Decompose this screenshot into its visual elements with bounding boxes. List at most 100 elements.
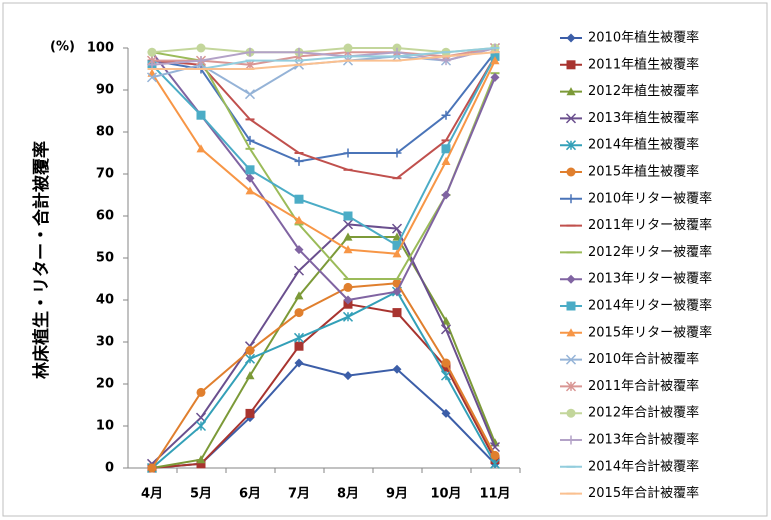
legend-label: 2011年リター被覆率 [588, 217, 712, 233]
legend-label: 2012年合計被覆率 [588, 405, 699, 421]
legend-label: 2011年合計被覆率 [588, 378, 699, 394]
point [392, 249, 402, 258]
point [343, 295, 353, 305]
legend-marker [565, 140, 577, 151]
point [196, 56, 206, 66]
legend-marker [566, 274, 576, 284]
legend-label: 2010年植生被覆率 [588, 30, 699, 46]
legend-entry: 2010年植生被覆率 [560, 30, 699, 46]
point [245, 173, 255, 183]
legend-label: 2012年植生被覆率 [588, 83, 699, 99]
y-tick-label: 50 [96, 251, 114, 266]
legend-marker [566, 408, 576, 418]
legend-entry: 2011年リター被覆率 [560, 217, 712, 233]
point [245, 371, 255, 380]
point [343, 211, 353, 221]
point [441, 110, 451, 120]
legend-entry: 2013年植生被覆率 [560, 110, 699, 126]
point [245, 345, 255, 355]
point [440, 370, 452, 381]
legend-marker [566, 328, 576, 337]
point [294, 308, 304, 318]
legend-label: 2014年合計被覆率 [588, 458, 699, 474]
y-tick-label: 60 [96, 209, 114, 224]
point [196, 43, 206, 53]
y-unit-label: (%) [50, 40, 75, 55]
point [392, 364, 402, 374]
legend-entry: 2013年リター被覆率 [560, 271, 712, 287]
point [342, 219, 354, 230]
point [294, 47, 304, 57]
point [392, 148, 402, 158]
legend-label: 2014年リター被覆率 [588, 298, 712, 314]
point [294, 215, 304, 224]
series-line [151, 46, 496, 54]
point [294, 194, 304, 204]
y-tick-label: 0 [105, 461, 114, 476]
legend-entry: 2014年リター被覆率 [560, 298, 712, 314]
legend-label: 2010年リター被覆率 [588, 190, 712, 206]
legend-label: 2013年合計被覆率 [588, 432, 699, 448]
series-line [151, 236, 496, 469]
legend-entry: 2013年合計被覆率 [560, 432, 699, 448]
x-tick-label: 8月 [337, 487, 359, 502]
point [489, 458, 501, 469]
x-tick-label: 10月 [430, 487, 461, 502]
series-line [152, 51, 496, 70]
legend-label: 2015年植生被覆率 [588, 164, 699, 180]
legend-entry: 2012年リター被覆率 [560, 244, 712, 260]
point [391, 223, 403, 234]
point [245, 47, 255, 57]
point [392, 47, 402, 57]
point [440, 324, 452, 335]
y-tick-label: 10 [96, 419, 114, 434]
point [245, 135, 255, 145]
legend-marker [566, 435, 576, 445]
legend-entry: 2011年植生被覆率 [560, 56, 699, 72]
legend-marker [566, 301, 576, 311]
legend-entry: 2014年合計被覆率 [560, 458, 699, 474]
point [392, 240, 402, 250]
legend-marker [565, 381, 577, 392]
point [441, 408, 451, 418]
legend-label: 2014年植生被覆率 [588, 137, 699, 153]
series-line [151, 51, 496, 163]
point [294, 245, 304, 255]
point [293, 265, 305, 276]
legend-entry: 2015年合計被覆率 [560, 485, 699, 501]
legend-entry: 2012年植生被覆率 [560, 83, 699, 99]
point [343, 282, 353, 292]
point [343, 43, 353, 53]
point [196, 459, 206, 469]
point [294, 341, 304, 351]
y-tick-label: 100 [87, 41, 114, 56]
point [392, 232, 402, 241]
legend-label: 2010年合計被覆率 [588, 351, 699, 367]
point [196, 455, 206, 464]
point [343, 232, 353, 241]
legend-entry: 2011年合計被覆率 [560, 378, 699, 394]
x-tick-label: 4月 [141, 487, 163, 502]
legend-marker [566, 167, 576, 177]
y-tick-label: 40 [96, 293, 114, 308]
point [196, 110, 206, 120]
y-tick-label: 70 [96, 167, 114, 182]
point [392, 308, 402, 318]
legend-label: 2015年合計被覆率 [588, 485, 699, 501]
legend-label: 2013年植生被覆率 [588, 110, 699, 126]
legend-marker [566, 60, 576, 70]
point [441, 56, 451, 66]
legend-entry: 2015年植生被覆率 [560, 164, 699, 180]
series-line [151, 55, 496, 247]
point [195, 420, 207, 432]
point [490, 72, 500, 82]
y-tick-label: 80 [96, 125, 114, 140]
point [147, 463, 157, 473]
legend-entry: 2015年リター被覆率 [560, 324, 712, 340]
y-axis-label: 林床植生・リター・合計被覆率 [31, 141, 52, 379]
point [244, 353, 256, 364]
point [245, 186, 255, 195]
point [441, 190, 451, 200]
